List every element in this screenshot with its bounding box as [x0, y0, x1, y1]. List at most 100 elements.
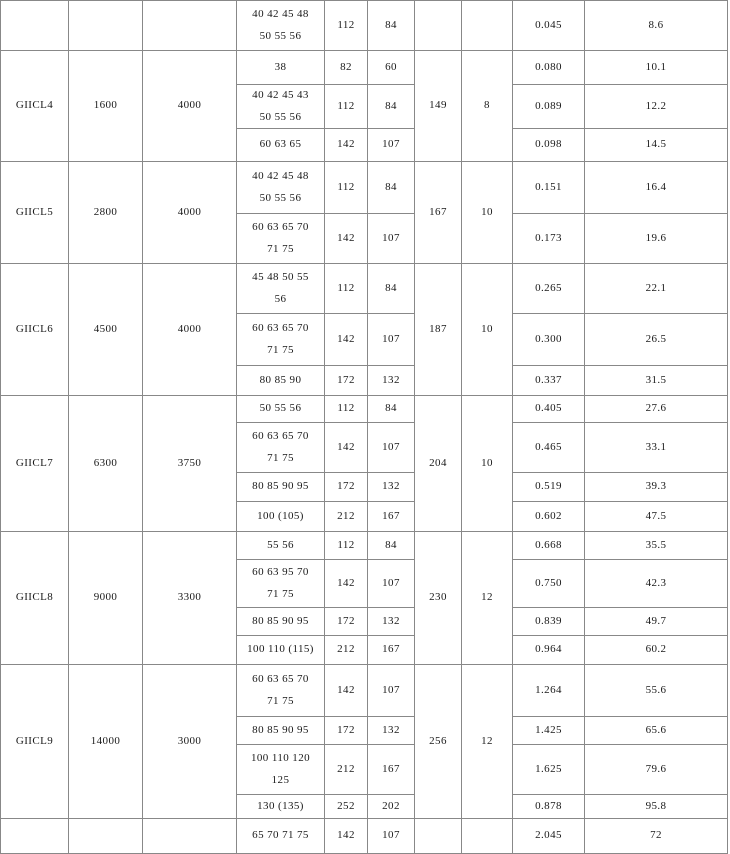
bore-size-line: 40 42 45 48: [252, 8, 309, 21]
table-row: GIICL7 6300 3750 50 55 56 112 84 204 10 0.405 27.…: [0, 395, 728, 532]
cell-inertia: 0.878: [512, 794, 585, 819]
cell-outer-diameter: 204: [414, 395, 462, 532]
table-row: 60 63 65 70 71 75 142 107 0.300 26.5: [1, 313, 728, 366]
cell-bore-sizes: 65 70 71 75: [236, 818, 325, 854]
cell-dim-l: 142: [324, 313, 368, 366]
cell-inertia: 0.300: [512, 313, 585, 366]
cell-weight: 79.6: [584, 744, 728, 795]
cell-weight: 12.2: [584, 84, 728, 129]
cell-dim-l1: 107: [367, 664, 415, 717]
cell-bore-sizes: 60 63 65 70 71 75: [236, 664, 325, 717]
cell-dim-l1: 132: [367, 365, 415, 396]
cell-inertia: 0.964: [512, 635, 585, 665]
bore-size-line: 80 85 90: [259, 373, 302, 386]
bore-size-line: 60 63 65 70: [252, 673, 309, 686]
bore-size-line: 50 55 56: [259, 191, 302, 204]
cell-bore-sizes: 55 56: [236, 531, 325, 560]
bore-size-line: 56: [274, 292, 287, 305]
cell-speed: [142, 818, 237, 854]
cell-inertia: 0.173: [512, 213, 585, 264]
bore-size-line: 80 85 90 95: [252, 614, 309, 627]
cell-dim-l: 142: [324, 664, 368, 717]
cell-model: GIICL7: [0, 395, 69, 532]
table-row: GIICL9 14000 3000 60 63 65 70 71 75 142 107 256…: [0, 664, 728, 819]
cell-weight: 10.1: [584, 50, 728, 85]
cell-dim-l: 142: [324, 422, 368, 473]
cell-dim-l: 112: [324, 84, 368, 129]
cell-torque: 2800: [68, 161, 143, 264]
table-row: 65 70 71 75 142 107 2.045 72: [0, 818, 728, 854]
cell-weight: 16.4: [584, 161, 728, 214]
cell-dim-l1: 167: [367, 501, 415, 532]
cell-dim-l: 142: [324, 128, 368, 162]
table-row: 100 (105) 212 167 0.602 47.5: [1, 501, 728, 532]
cell-outer-diameter: 230: [414, 531, 462, 665]
bore-size-line: 50 55 56: [259, 29, 302, 42]
cell-bolt-count: [461, 0, 513, 51]
bore-size-line: 80 85 90 95: [252, 723, 309, 736]
cell-bore-sizes: 60 63 65: [236, 128, 325, 162]
table-row: 60 63 95 70 71 75 142 107 0.750 42.3: [1, 559, 728, 608]
cell-inertia: 0.839: [512, 607, 585, 636]
cell-weight: 60.2: [584, 635, 728, 665]
cell-dim-l1: 202: [367, 794, 415, 819]
cell-dim-l1: 132: [367, 472, 415, 502]
cell-weight: 27.6: [584, 395, 728, 423]
table-row: GIICL8 9000 3300 55 56 112 84 230 12 0.668 35.5: [0, 531, 728, 665]
cell-torque: 6300: [68, 395, 143, 532]
cell-outer-diameter: 149: [414, 50, 462, 162]
cell-weight: 33.1: [584, 422, 728, 473]
table-row: 40 42 45 48 50 55 56 112 84 0.045 8.6: [0, 0, 728, 51]
cell-weight: 26.5: [584, 313, 728, 366]
cell-bore-sizes: 60 63 95 70 71 75: [236, 559, 325, 608]
bore-size-line: 60 63 65 70: [252, 430, 309, 443]
cell-inertia: 0.098: [512, 128, 585, 162]
table-row: 80 85 90 95 172 132 0.519 39.3: [1, 472, 728, 502]
bore-size-line: 60 63 65: [259, 138, 302, 151]
bore-size-line: 130 (135): [257, 799, 304, 812]
cell-weight: 72: [584, 818, 728, 854]
cell-dim-l1: 84: [367, 84, 415, 129]
cell-torque: 1600: [68, 50, 143, 162]
cell-bore-sizes: 100 (105): [236, 501, 325, 532]
cell-weight: 31.5: [584, 365, 728, 396]
bore-size-line: 65 70 71 75: [252, 829, 309, 842]
cell-bolt-count: 8: [461, 50, 513, 162]
cell-weight: 95.8: [584, 794, 728, 819]
cell-weight: 35.5: [584, 531, 728, 560]
table-row: 100 110 120 125 212 167 1.625 79.6: [1, 744, 728, 795]
bore-size-line: 55 56: [267, 538, 294, 551]
table-row: 130 (135) 252 202 0.878 95.8: [1, 794, 728, 819]
cell-model: GIICL4: [0, 50, 69, 162]
cell-inertia: 0.045: [512, 0, 585, 51]
cell-speed: 3300: [142, 531, 237, 665]
cell-bolt-count: 12: [461, 531, 513, 665]
bore-size-line: 71 75: [267, 694, 294, 707]
cell-bolt-count: 10: [461, 263, 513, 396]
bore-size-line: 71 75: [267, 343, 294, 356]
cell-dim-l: 112: [324, 161, 368, 214]
cell-weight: 55.6: [584, 664, 728, 717]
cell-bore-sizes: 40 42 45 48 50 55 56: [236, 0, 325, 51]
cell-weight: 19.6: [584, 213, 728, 264]
cell-dim-l1: 107: [367, 818, 415, 854]
cell-bore-sizes: 100 110 120 125: [236, 744, 325, 795]
cell-bore-sizes: 80 85 90: [236, 365, 325, 396]
bore-size-line: 125: [271, 773, 290, 786]
cell-model: [0, 0, 69, 51]
bore-size-line: 60 63 65 70: [252, 322, 309, 335]
cell-weight: 8.6: [584, 0, 728, 51]
cell-dim-l1: 167: [367, 635, 415, 665]
cell-inertia: 0.080: [512, 50, 585, 85]
bore-size-line: 100 110 (115): [247, 643, 314, 656]
cell-torque: [68, 818, 143, 854]
bore-size-line: 71 75: [267, 587, 294, 600]
cell-dim-l1: 132: [367, 716, 415, 745]
cell-dim-l1: 107: [367, 422, 415, 473]
cell-bore-sizes: 100 110 (115): [236, 635, 325, 665]
cell-inertia: 0.089: [512, 84, 585, 129]
cell-weight: 65.6: [584, 716, 728, 745]
cell-dim-l: 212: [324, 635, 368, 665]
cell-bore-sizes: 80 85 90 95: [236, 607, 325, 636]
